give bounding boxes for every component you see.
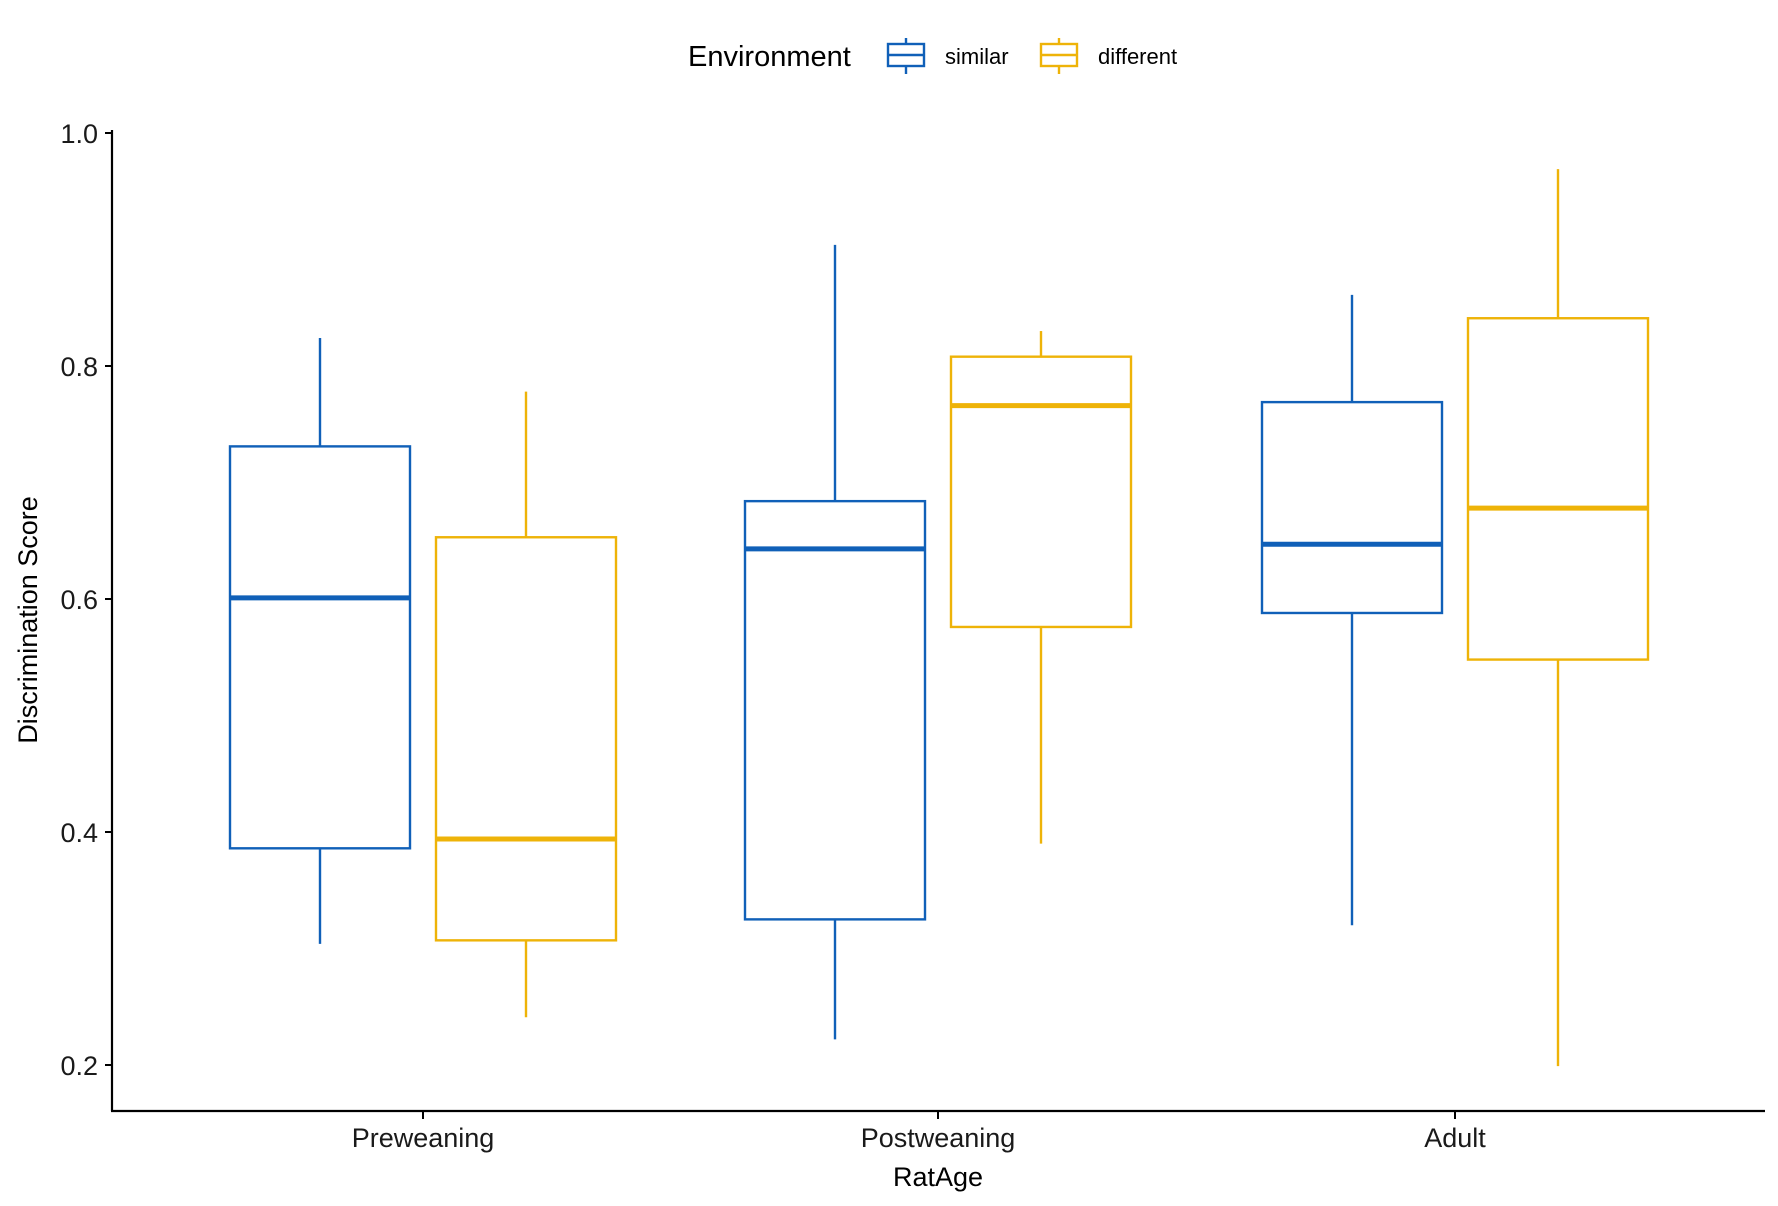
- y-ticks: 0.2 0.4 0.6 0.8 1.0: [60, 119, 112, 1081]
- box-different-postweaning: [949, 331, 1133, 844]
- y-tick-label: 0.8: [60, 352, 98, 382]
- y-tick-label: 1.0: [60, 119, 98, 149]
- box-body: [434, 536, 618, 942]
- x-tick-label-postweaning: Postweaning: [861, 1123, 1016, 1153]
- box-similar-adult: [1260, 294, 1444, 926]
- x-ticks: Preweaning Postweaning Adult: [352, 1111, 1486, 1153]
- legend: Environment similar different: [688, 38, 1177, 74]
- box-similar-preweaning: [228, 338, 412, 944]
- y-tick-label: 0.4: [60, 818, 98, 848]
- x-tick-label-preweaning: Preweaning: [352, 1123, 495, 1153]
- x-tick-label-adult: Adult: [1424, 1123, 1486, 1153]
- x-axis-title: RatAge: [893, 1162, 983, 1192]
- box-different-adult: [1466, 169, 1650, 1067]
- box-similar-postweaning: [743, 244, 927, 1040]
- box-different-preweaning: [434, 391, 618, 1018]
- box-body: [228, 445, 412, 850]
- legend-label-similar: similar: [945, 44, 1009, 69]
- y-axis-title: Discrimination Score: [13, 496, 43, 744]
- legend-title: Environment: [688, 41, 851, 73]
- box-body: [949, 355, 1133, 629]
- box-body: [743, 499, 927, 921]
- box-body: [1466, 317, 1650, 661]
- plot-area: [228, 169, 1650, 1067]
- y-tick-label: 0.6: [60, 585, 98, 615]
- legend-key-similar: [886, 38, 926, 74]
- box-body: [1260, 400, 1444, 615]
- legend-label-different: different: [1098, 44, 1177, 69]
- y-tick-label: 0.2: [60, 1051, 98, 1081]
- legend-key-different: [1039, 38, 1079, 74]
